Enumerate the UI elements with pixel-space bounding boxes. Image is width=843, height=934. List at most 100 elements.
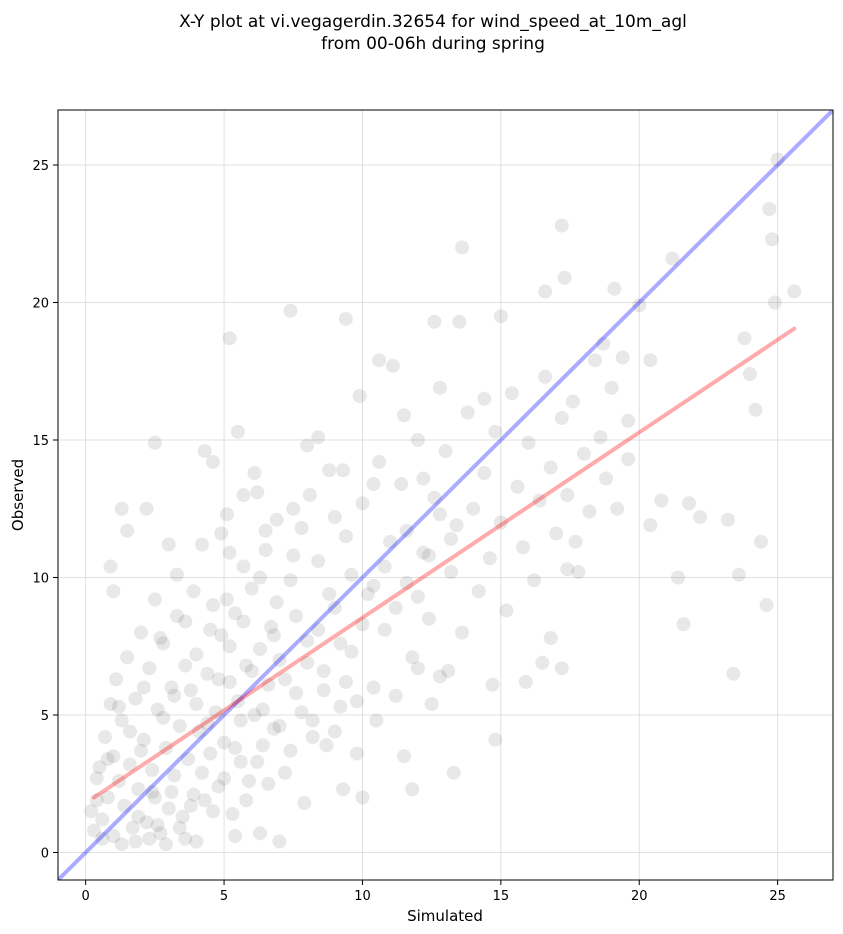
data-point <box>294 521 309 535</box>
y-axis-ticks: 0 5 10 15 20 25 <box>32 159 58 862</box>
data-point <box>504 386 519 401</box>
data-point <box>289 609 304 623</box>
data-point <box>770 152 785 167</box>
data-point <box>300 655 315 670</box>
data-point <box>178 658 193 673</box>
data-point <box>372 455 387 469</box>
data-point <box>372 353 387 368</box>
data-point <box>762 202 777 216</box>
x-tick-label: 15 <box>493 889 510 904</box>
data-point <box>197 793 212 808</box>
data-point <box>405 782 420 797</box>
plot-frame <box>57 109 834 881</box>
data-point <box>269 512 284 527</box>
data-point <box>621 452 636 467</box>
data-point <box>111 699 126 714</box>
data-point <box>604 380 619 395</box>
data-point <box>493 515 508 530</box>
data-point <box>587 353 602 368</box>
data-point <box>214 526 229 541</box>
data-point <box>92 760 107 775</box>
data-point <box>183 683 198 698</box>
data-point <box>767 295 782 310</box>
data-point <box>106 584 121 599</box>
reference-lines <box>58 110 833 880</box>
data-point <box>206 598 220 612</box>
data-point <box>244 664 259 678</box>
data-point <box>147 592 162 607</box>
data-point <box>283 303 298 318</box>
data-point <box>170 609 185 623</box>
data-point <box>399 523 414 538</box>
data-point <box>100 752 115 766</box>
data-point <box>244 581 259 596</box>
data-point <box>122 724 137 739</box>
data-point <box>349 746 364 761</box>
data-point <box>139 815 154 830</box>
data-point <box>269 595 284 610</box>
data-point <box>239 793 254 808</box>
data-point <box>106 829 121 843</box>
data-point <box>272 834 287 849</box>
data-point <box>554 411 569 425</box>
data-point <box>300 438 315 453</box>
data-point <box>369 713 384 728</box>
data-point <box>344 567 359 582</box>
data-point <box>521 435 536 450</box>
data-point <box>211 779 226 794</box>
data-point <box>305 730 320 744</box>
data-point <box>200 666 215 681</box>
data-point <box>253 570 268 585</box>
x-tick-label: 5 <box>220 889 228 904</box>
data-point <box>172 719 187 733</box>
data-point <box>134 625 149 640</box>
data-point <box>427 490 442 505</box>
data-point <box>142 831 157 846</box>
data-point <box>388 688 403 703</box>
data-point <box>316 664 331 678</box>
data-point <box>228 829 243 843</box>
data-point <box>145 785 160 799</box>
y-tick-label: 20 <box>32 297 49 312</box>
data-point <box>161 801 176 816</box>
data-point <box>206 455 220 469</box>
data-point <box>261 776 276 791</box>
data-point <box>421 548 436 563</box>
data-point <box>136 680 151 695</box>
data-point <box>156 710 171 725</box>
y-tick-label: 25 <box>32 159 49 174</box>
data-point <box>120 523 135 538</box>
data-point <box>170 567 185 582</box>
data-point <box>344 644 359 659</box>
x-axis-label: Simulated <box>407 907 483 925</box>
data-point <box>250 485 265 500</box>
data-point <box>394 477 409 491</box>
data-point <box>186 584 201 599</box>
data-point <box>103 697 118 711</box>
data-point <box>538 369 553 384</box>
chart-title: X-Y plot at vi.vegagerdin.32654 for wind… <box>179 12 687 32</box>
data-point <box>682 496 697 511</box>
data-point <box>277 672 292 687</box>
data-point <box>311 622 326 637</box>
data-point <box>432 380 447 395</box>
data-point <box>253 826 268 841</box>
data-point <box>554 218 569 233</box>
data-point <box>192 724 207 739</box>
data-point <box>460 405 475 420</box>
data-point <box>311 554 326 568</box>
data-point <box>114 713 129 728</box>
data-point <box>482 551 497 566</box>
data-point <box>399 576 414 590</box>
data-point <box>349 694 364 709</box>
data-point <box>117 798 132 813</box>
data-point <box>610 501 625 516</box>
data-point <box>549 526 564 541</box>
data-point <box>255 738 270 753</box>
x-tick-label: 20 <box>631 889 648 904</box>
data-point <box>319 738 334 753</box>
data-point <box>236 614 251 629</box>
data-point <box>89 771 104 786</box>
data-point <box>109 672 124 687</box>
data-point <box>194 765 209 780</box>
